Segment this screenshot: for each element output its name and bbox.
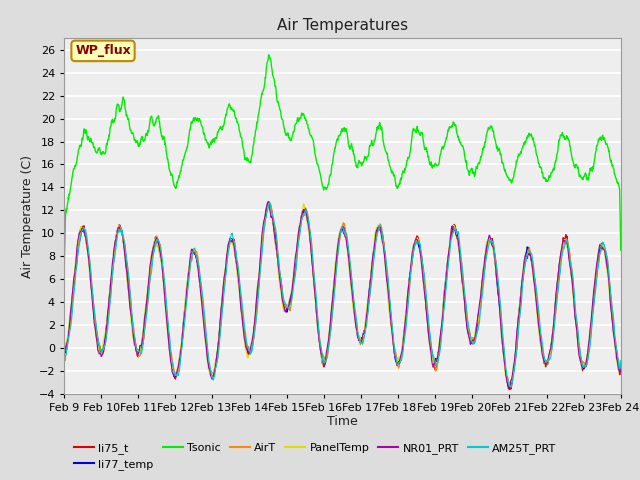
Tsonic [246,158,254,164]
li75_t [60,348,68,354]
NR01_PRT [505,384,513,390]
NR01_PRT [170,373,178,379]
Tsonic [265,52,273,58]
AM25T_PRT [184,288,191,293]
li75_t [552,308,559,313]
NR01_PRT [502,373,509,379]
NR01_PRT [246,348,254,354]
Line: AM25T_PRT: AM25T_PRT [64,202,621,387]
AirT [506,380,514,386]
AirT [184,285,191,290]
AM25T_PRT [266,199,273,205]
PanelTemp [265,199,273,205]
Line: PanelTemp: PanelTemp [64,202,621,384]
Text: WP_flux: WP_flux [75,44,131,58]
li75_t [170,373,178,379]
AM25T_PRT [552,311,559,317]
Tsonic [551,161,559,167]
Legend: li75_t, li77_temp, Tsonic, AirT, PanelTemp, NR01_PRT, AM25T_PRT: li75_t, li77_temp, Tsonic, AirT, PanelTe… [70,438,561,474]
Y-axis label: Air Temperature (C): Air Temperature (C) [21,155,35,277]
li75_t [506,387,513,393]
li75_t [429,355,437,361]
NR01_PRT [184,278,191,284]
Tsonic [502,171,509,177]
PanelTemp [246,351,254,357]
AM25T_PRT [60,349,68,355]
li75_t [265,200,273,205]
AirT [246,349,254,355]
Tsonic [429,163,437,168]
AM25T_PRT [429,354,437,360]
AirT [266,199,273,205]
Line: li77_temp: li77_temp [64,203,621,388]
li77_temp [246,348,254,354]
AM25T_PRT [502,365,509,371]
AirT [502,367,509,373]
Line: AirT: AirT [64,202,621,383]
li77_temp [617,361,625,367]
li77_temp [60,348,68,354]
AM25T_PRT [617,358,625,363]
AM25T_PRT [170,368,178,374]
PanelTemp [184,272,191,278]
AM25T_PRT [246,349,254,355]
NR01_PRT [60,346,68,351]
li77_temp [170,373,178,379]
AirT [552,312,559,317]
PanelTemp [502,374,509,380]
NR01_PRT [429,364,437,370]
PanelTemp [60,344,68,349]
Tsonic [617,247,625,253]
NR01_PRT [552,299,559,304]
Tsonic [60,276,68,281]
PanelTemp [170,371,178,376]
NR01_PRT [617,364,625,370]
li75_t [502,371,509,377]
AM25T_PRT [508,384,515,390]
li77_temp [266,200,273,206]
PanelTemp [617,360,625,366]
PanelTemp [552,299,559,305]
li75_t [184,275,191,280]
Tsonic [170,183,178,189]
Line: Tsonic: Tsonic [64,55,621,278]
li77_temp [502,370,509,376]
Tsonic [184,142,191,147]
PanelTemp [506,382,513,387]
Title: Air Temperatures: Air Temperatures [277,18,408,33]
li77_temp [552,299,559,305]
li77_temp [505,385,513,391]
li75_t [246,348,254,353]
li77_temp [429,355,437,361]
Line: NR01_PRT: NR01_PRT [64,202,621,387]
li77_temp [184,278,191,284]
X-axis label: Time: Time [327,415,358,429]
AirT [617,359,625,364]
NR01_PRT [265,199,273,204]
AirT [170,367,178,373]
PanelTemp [429,360,437,365]
li75_t [617,360,625,366]
AirT [60,350,68,356]
AirT [429,355,437,360]
Line: li75_t: li75_t [64,203,621,390]
